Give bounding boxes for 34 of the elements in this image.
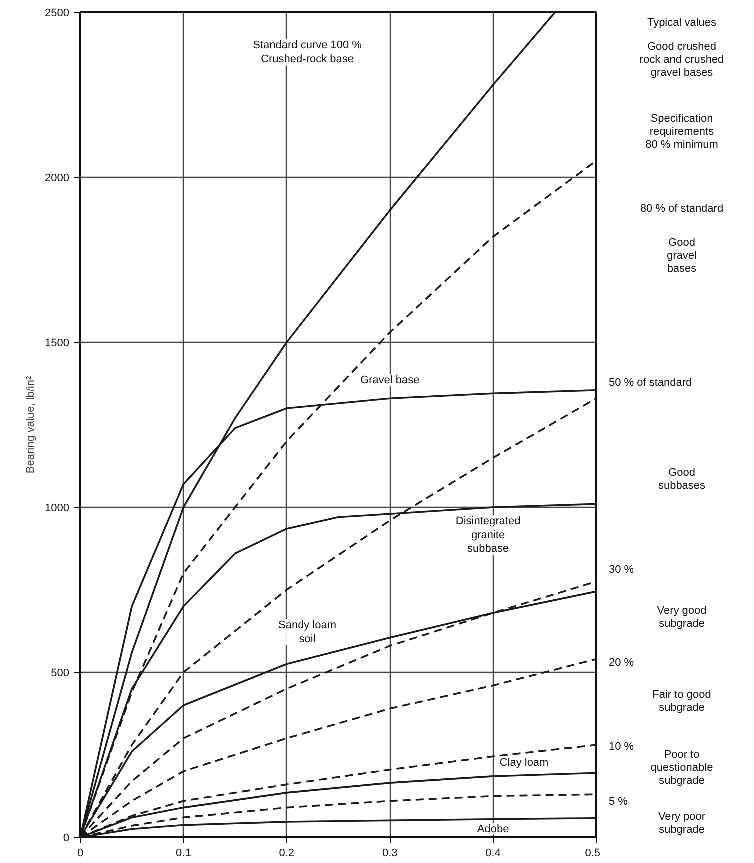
text: Typical values bbox=[646, 17, 718, 30]
x-tick-label: 0.5 bbox=[585, 848, 601, 860]
text: Very poor subgrade bbox=[657, 811, 707, 838]
y-tick-label: 0 bbox=[63, 832, 70, 844]
y-axis-title: Bearing value, lb/in² bbox=[25, 376, 38, 474]
text: Good subbases bbox=[657, 467, 707, 494]
text: Specification requirements 80 % minimum bbox=[644, 113, 720, 153]
text: Good crushed rock and crushed gravel bases bbox=[638, 41, 726, 81]
annotation: Standard curve 100 % Crushed-rock base bbox=[253, 39, 362, 66]
annotation: 10 % bbox=[609, 740, 634, 754]
annotation: 30 % bbox=[609, 564, 634, 578]
y-tick-label: 2000 bbox=[45, 172, 70, 184]
annotation: 20 % bbox=[609, 656, 634, 670]
text: Fair to good subgrade bbox=[652, 689, 712, 716]
y-tick-label: 2500 bbox=[45, 8, 70, 20]
annotation: Clay loam bbox=[500, 756, 549, 769]
x-tick-label: 0.2 bbox=[279, 848, 295, 860]
x-tick-label: 0.4 bbox=[486, 848, 501, 860]
annotation: Adobe bbox=[477, 823, 510, 836]
y-tick-label: 1000 bbox=[45, 502, 70, 514]
x-tick-label: 0 bbox=[77, 848, 84, 860]
y-tick-label: 1500 bbox=[45, 338, 70, 350]
x-tick-label: 0.1 bbox=[176, 848, 192, 860]
text: Very good subgrade bbox=[656, 605, 708, 632]
y-tick-label: 500 bbox=[51, 668, 70, 680]
annotation: Disintegrated granite subbase bbox=[456, 516, 521, 556]
annotation: Sandy loam soil bbox=[278, 620, 337, 646]
x-tick-label: 0.3 bbox=[382, 848, 398, 860]
annotation: 50 % of standard bbox=[609, 377, 692, 390]
annotation: 5 % bbox=[609, 796, 628, 810]
text: 80 % of standard bbox=[639, 203, 725, 216]
text: Good gravel bases bbox=[666, 237, 698, 277]
annotation: Gravel base bbox=[360, 374, 420, 387]
text: Poor to questionable subgrade bbox=[650, 749, 714, 788]
